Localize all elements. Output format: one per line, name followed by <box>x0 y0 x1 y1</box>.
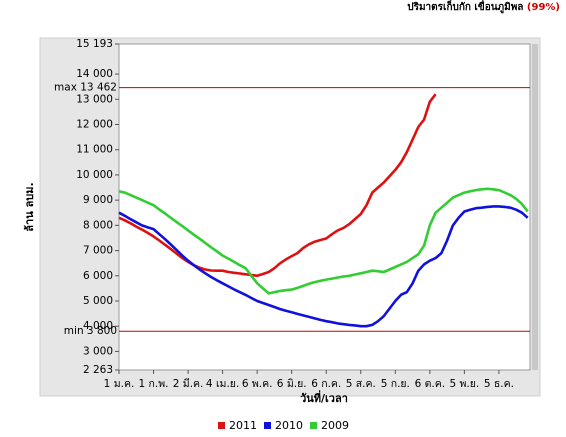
x-axis-label: วันที่/เวลา <box>300 390 348 405</box>
x-tick-label: 5 ส.ค. <box>346 378 376 390</box>
y-tick-label: 15 193 <box>76 38 113 50</box>
x-tick-label: 5 ธ.ค. <box>484 378 514 390</box>
y-tick-label: 2 263 <box>83 364 113 376</box>
x-tick-label: 4 เม.ย. <box>206 378 239 390</box>
legend-swatch <box>310 422 317 429</box>
y-tick-label: 3 000 <box>83 345 113 357</box>
x-tick-label: 5 พ.ย. <box>449 378 479 390</box>
legend-label: 2011 <box>229 419 257 432</box>
y-tick-label: 5 000 <box>83 295 113 307</box>
plot-area <box>118 43 531 371</box>
title-percent: (99%) <box>527 2 560 13</box>
y-axis-label: ล้าน ลบม. <box>23 182 36 231</box>
y-tick-label: 12 000 <box>76 119 113 131</box>
reference-label: max 13 462 <box>54 82 117 94</box>
side-strip <box>532 44 538 370</box>
x-tick-label: 6 พ.ค. <box>242 378 273 390</box>
y-tick-label: 14 000 <box>76 68 113 80</box>
series-line <box>118 205 529 328</box>
legend-swatch <box>264 422 271 429</box>
y-tick-label: 7 000 <box>83 245 113 257</box>
title-text: ปริมาตรเก็บกัก เขื่อนภูมิพล <box>407 0 523 14</box>
x-tick-label: 6 ก.ค. <box>311 378 341 390</box>
y-tick-label: 13 000 <box>76 93 113 105</box>
x-tick-label: 6 ต.ค. <box>415 378 446 390</box>
y-tick-label: 11 000 <box>76 144 113 156</box>
chart-title: ปริมาตรเก็บกัก เขื่อนภูมิพล (99%) <box>407 0 560 14</box>
x-tick-label: 2 มี.ค. <box>173 377 204 390</box>
x-tick-label: 5 ก.ย. <box>381 378 410 390</box>
reference-label: min 3 800 <box>64 325 117 337</box>
series-line <box>118 187 529 295</box>
x-tick-label: 1 ก.พ. <box>139 378 169 390</box>
y-tick-label: 8 000 <box>83 219 113 231</box>
legend-label: 2010 <box>275 419 303 432</box>
y-tick-label: 9 000 <box>83 194 113 206</box>
series-line <box>118 93 437 278</box>
y-tick-label: 6 000 <box>83 270 113 282</box>
legend-swatch <box>218 422 225 429</box>
y-tick-label: 4 000 <box>83 320 113 332</box>
x-tick-label: 6 มิ.ย. <box>277 378 307 390</box>
x-tick-label: 1 ม.ค. <box>104 378 135 390</box>
y-tick-label: 10 000 <box>76 169 113 181</box>
legend-label: 2009 <box>321 419 349 432</box>
